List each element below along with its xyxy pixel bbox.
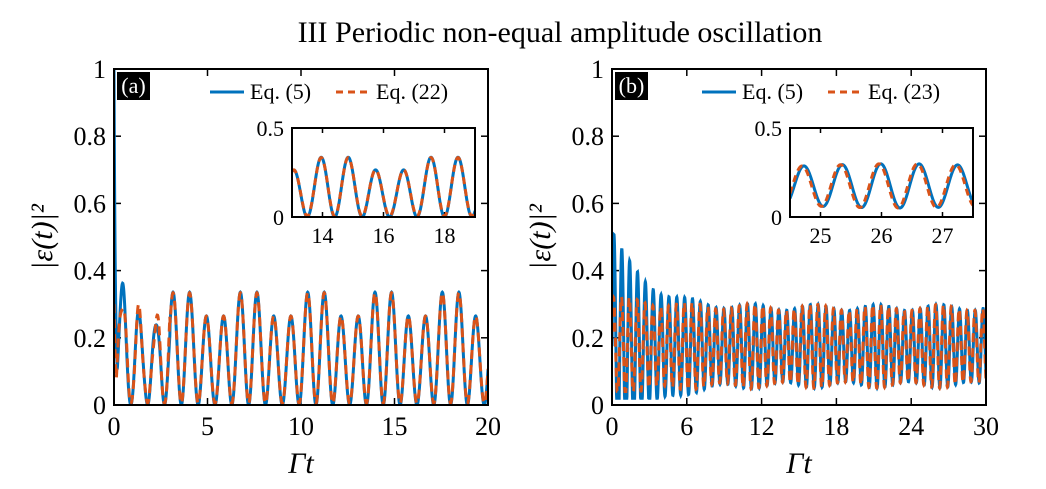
panel-b-inset-series-approx: [790, 162, 973, 210]
figure-title: III Periodic non-equal amplitude oscilla…: [298, 16, 823, 49]
panel-a-ytick-label: 1: [93, 55, 106, 84]
panel-b-ytick-label: 0: [591, 391, 604, 420]
panel-b-series-approx: [612, 293, 986, 394]
panel-b-inset-frame: [789, 127, 974, 218]
panel-b-axes-frame: [611, 68, 987, 406]
panel-b-legend-label-approx: Eq. (23): [868, 79, 940, 104]
panel-a-badge-bg: [117, 72, 150, 100]
panel-b-xtick-label: 6: [680, 412, 693, 441]
panel-a-inset-ytick-label: 0.5: [257, 116, 285, 141]
panel-b-xtick-label: 30: [973, 412, 999, 441]
panel-b: 0 6 12 18 24 30 0 0.2 0.4 0.6 0.8 1 Γt |ε(t)|² (b) Eq. …: [524, 55, 999, 480]
panel-a-series-eq5: [114, 69, 488, 405]
panel-a: 0 5 10 15 20 0 0.2 0.4 0.6 0.8 1 Γt |ε(t)|² (a) Eq. (5…: [26, 55, 501, 480]
panel-a-ytick-label: 0.8: [74, 122, 107, 151]
panel-b-series-group: [612, 231, 986, 401]
panel-b-ytick-label: 0.8: [572, 122, 605, 151]
panel-a-legend: Eq. (5) Eq. (22): [210, 79, 448, 104]
panel-b-ytick-label: 1: [591, 55, 604, 84]
panel-b-inset: 25 26 27 0 0.5: [755, 116, 974, 248]
panel-a-ylabel: |ε(t)|²: [26, 203, 59, 270]
panel-b-inset-series-group: [790, 162, 973, 210]
panel-b-inset-ytick-label: 0.5: [755, 116, 783, 141]
panel-a-inset-xtick-label: 18: [434, 223, 456, 248]
panel-b-legend-label-eq5: Eq. (5): [742, 79, 803, 104]
panel-b-xlabel: Γt: [785, 447, 812, 480]
panel-a-ytick-label: 0.6: [74, 189, 107, 218]
panel-b-inset-xtick-label: 25: [810, 223, 832, 248]
panel-a-ytick-label: 0: [93, 391, 106, 420]
panel-b-xtick-label: 24: [898, 412, 924, 441]
panel-a-xtick-label: 0: [108, 412, 121, 441]
panel-b-xtick-label: 0: [606, 412, 619, 441]
panel-b-ytick-label: 0.2: [572, 324, 605, 353]
panel-b-legend: Eq. (5) Eq. (23): [702, 79, 940, 104]
panel-b-xtick-label: 12: [749, 412, 775, 441]
panel-a-legend-label-eq5: Eq. (5): [250, 79, 311, 104]
panel-a-legend-label-approx: Eq. (22): [376, 79, 448, 104]
panel-a-xlabel: Γt: [287, 447, 314, 480]
panel-b-ytick-label: 0.4: [572, 257, 605, 286]
panel-b-ytick-label: 0.6: [572, 189, 605, 218]
panel-a-series-approx: [114, 290, 488, 405]
panel-a-inset-xtick-label: 14: [312, 223, 334, 248]
panel-a-badge-label: (a): [121, 73, 145, 98]
panel-a-xtick-label: 10: [288, 412, 314, 441]
panel-a-ytick-label: 0.4: [74, 257, 107, 286]
panel-a-xtick-label: 20: [475, 412, 501, 441]
panel-b-inset-ytick-label: 0: [771, 205, 782, 230]
panel-a-xtick-label: 5: [201, 412, 214, 441]
panel-a-inset-xtick-label: 16: [373, 223, 395, 248]
panel-a-inset-ytick-label: 0: [273, 205, 284, 230]
panel-a-series-group: [114, 69, 488, 405]
panel-a-ytick-label: 0.2: [74, 324, 107, 353]
panel-b-inset-xtick-label: 27: [932, 223, 954, 248]
panel-a-axes-frame: [113, 68, 489, 406]
panel-b-badge-bg: [615, 72, 648, 100]
panel-a-inset-frame: [291, 127, 476, 218]
panel-b-badge-label: (b): [619, 73, 645, 98]
panel-b-inset-xtick-label: 26: [871, 223, 893, 248]
panel-b-xtick-label: 18: [823, 412, 849, 441]
panel-a-inset: 14 16 18 0 0.5: [257, 116, 476, 248]
panel-a-xtick-label: 15: [382, 412, 408, 441]
panel-b-ylabel: |ε(t)|²: [524, 203, 557, 270]
